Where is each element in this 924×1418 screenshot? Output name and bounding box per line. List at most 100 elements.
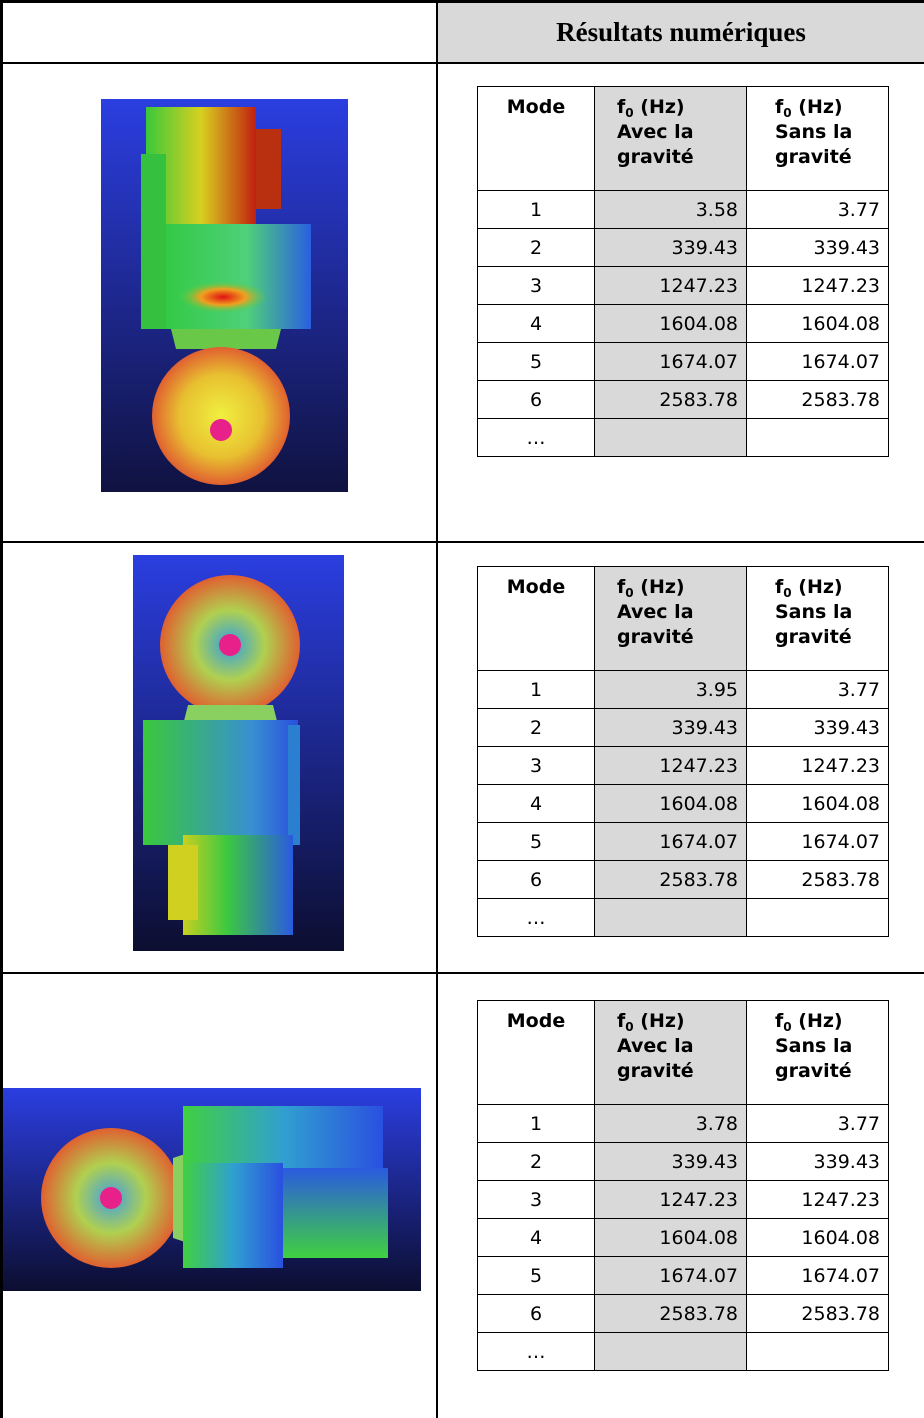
mode-cell: 1 xyxy=(477,670,595,709)
with-gravity-cell xyxy=(594,898,747,937)
mode-cell: 3 xyxy=(477,1180,595,1219)
table-row: … xyxy=(477,1332,889,1371)
table-row: 3 1247.23 1247.23 xyxy=(477,266,889,305)
mode-header: Mode xyxy=(477,566,595,671)
mode-cell: 5 xyxy=(477,822,595,861)
table-row: 1 3.78 3.77 xyxy=(477,1104,889,1143)
without-gravity-cell: 1247.23 xyxy=(746,266,889,305)
without-gravity-cell: 1604.08 xyxy=(746,304,889,343)
table-row: … xyxy=(477,418,889,457)
without-gravity-cell: 1247.23 xyxy=(746,746,889,785)
with-gravity-cell: 1674.07 xyxy=(594,1256,747,1295)
mode-header: Mode xyxy=(477,1000,595,1105)
with-gravity-cell: 1674.07 xyxy=(594,822,747,861)
simulation-image-3 xyxy=(3,1088,421,1291)
table-row: 1 3.58 3.77 xyxy=(477,190,889,229)
table-header-row: Mode f0 (Hz) Avec la gravité f0 (Hz) Sans l… xyxy=(477,86,889,191)
table-row: 2 339.43 339.43 xyxy=(477,228,889,267)
with-gravity-header: f0 (Hz) Avec la gravité xyxy=(594,1000,747,1105)
with-gravity-cell: 339.43 xyxy=(594,228,747,267)
without-gravity-cell: 1674.07 xyxy=(746,822,889,861)
table-row: 3 1247.23 1247.23 xyxy=(477,1180,889,1219)
table-row: 6 2583.78 2583.78 xyxy=(477,1294,889,1333)
table-row: 6 2583.78 2583.78 xyxy=(477,380,889,419)
mode-header: Mode xyxy=(477,86,595,191)
mode-cell: 5 xyxy=(477,1256,595,1295)
table-row: 2 339.43 339.43 xyxy=(477,1142,889,1181)
without-gravity-cell xyxy=(746,898,889,937)
mode-cell: 4 xyxy=(477,784,595,823)
mode-cell: … xyxy=(477,1332,595,1371)
table-row: 4 1604.08 1604.08 xyxy=(477,304,889,343)
with-gravity-cell: 339.43 xyxy=(594,708,747,747)
mode-cell: 2 xyxy=(477,228,595,267)
without-gravity-cell: 3.77 xyxy=(746,1104,889,1143)
with-gravity-cell: 1604.08 xyxy=(594,304,747,343)
with-gravity-cell: 339.43 xyxy=(594,1142,747,1181)
with-gravity-cell: 1604.08 xyxy=(594,784,747,823)
table-row: 2 339.43 339.43 xyxy=(477,708,889,747)
table-row: 4 1604.08 1604.08 xyxy=(477,1218,889,1257)
with-gravity-cell xyxy=(594,1332,747,1371)
row-divider-1 xyxy=(0,541,924,543)
with-gravity-cell: 1247.23 xyxy=(594,1180,747,1219)
without-gravity-header: f0 (Hz) Sans la gravité xyxy=(746,566,889,671)
with-gravity-cell: 1247.23 xyxy=(594,746,747,785)
with-gravity-cell: 3.95 xyxy=(594,670,747,709)
simulation-image-2 xyxy=(133,555,344,951)
without-gravity-header: f0 (Hz) Sans la gravité xyxy=(746,1000,889,1105)
mode-cell: 6 xyxy=(477,1294,595,1333)
mode-cell: 4 xyxy=(477,1218,595,1257)
mode-cell: 1 xyxy=(477,190,595,229)
mode-cell: 1 xyxy=(477,1104,595,1143)
with-gravity-cell: 3.58 xyxy=(594,190,747,229)
without-gravity-cell: 2583.78 xyxy=(746,380,889,419)
without-gravity-cell: 1674.07 xyxy=(746,1256,889,1295)
table-row: … xyxy=(477,898,889,937)
mode-cell: … xyxy=(477,418,595,457)
table-row: 6 2583.78 2583.78 xyxy=(477,860,889,899)
with-gravity-cell: 3.78 xyxy=(594,1104,747,1143)
without-gravity-cell: 339.43 xyxy=(746,708,889,747)
with-gravity-cell: 2583.78 xyxy=(594,380,747,419)
without-gravity-cell: 2583.78 xyxy=(746,1294,889,1333)
mode-cell: 5 xyxy=(477,342,595,381)
with-gravity-cell: 1674.07 xyxy=(594,342,747,381)
mode-cell: … xyxy=(477,898,595,937)
with-gravity-cell: 2583.78 xyxy=(594,1294,747,1333)
table-header-row: Mode f0 (Hz) Avec la gravité f0 (Hz) Sans l… xyxy=(477,1000,889,1105)
mode-cell: 2 xyxy=(477,1142,595,1181)
without-gravity-cell: 339.43 xyxy=(746,1142,889,1181)
mode-cell: 6 xyxy=(477,380,595,419)
without-gravity-header: f0 (Hz) Sans la gravité xyxy=(746,86,889,191)
simulation-image-1 xyxy=(101,99,348,492)
column-divider xyxy=(436,0,438,1418)
without-gravity-cell: 3.77 xyxy=(746,190,889,229)
with-gravity-cell: 1604.08 xyxy=(594,1218,747,1257)
table-row: 4 1604.08 1604.08 xyxy=(477,784,889,823)
without-gravity-cell xyxy=(746,1332,889,1371)
without-gravity-cell: 1674.07 xyxy=(746,342,889,381)
table-header-row: Mode f0 (Hz) Avec la gravité f0 (Hz) Sans l… xyxy=(477,566,889,671)
without-gravity-cell: 2583.78 xyxy=(746,860,889,899)
with-gravity-cell: 2583.78 xyxy=(594,860,747,899)
with-gravity-cell xyxy=(594,418,747,457)
results-table-3: Mode f0 (Hz) Avec la gravité f0 (Hz) Sans l… xyxy=(477,1000,889,1371)
without-gravity-cell: 1604.08 xyxy=(746,1218,889,1257)
table-row: 3 1247.23 1247.23 xyxy=(477,746,889,785)
with-gravity-header: f0 (Hz) Avec la gravité xyxy=(594,86,747,191)
mode-cell: 4 xyxy=(477,304,595,343)
results-table-1: Mode f0 (Hz) Avec la gravité f0 (Hz) Sans l… xyxy=(477,86,889,457)
with-gravity-cell: 1247.23 xyxy=(594,266,747,305)
without-gravity-cell: 339.43 xyxy=(746,228,889,267)
mode-cell: 3 xyxy=(477,746,595,785)
without-gravity-cell xyxy=(746,418,889,457)
table-row: 5 1674.07 1674.07 xyxy=(477,342,889,381)
mode-cell: 2 xyxy=(477,708,595,747)
without-gravity-cell: 3.77 xyxy=(746,670,889,709)
mode-cell: 3 xyxy=(477,266,595,305)
without-gravity-cell: 1247.23 xyxy=(746,1180,889,1219)
results-table-2: Mode f0 (Hz) Avec la gravité f0 (Hz) Sans l… xyxy=(477,566,889,937)
mode-cell: 6 xyxy=(477,860,595,899)
